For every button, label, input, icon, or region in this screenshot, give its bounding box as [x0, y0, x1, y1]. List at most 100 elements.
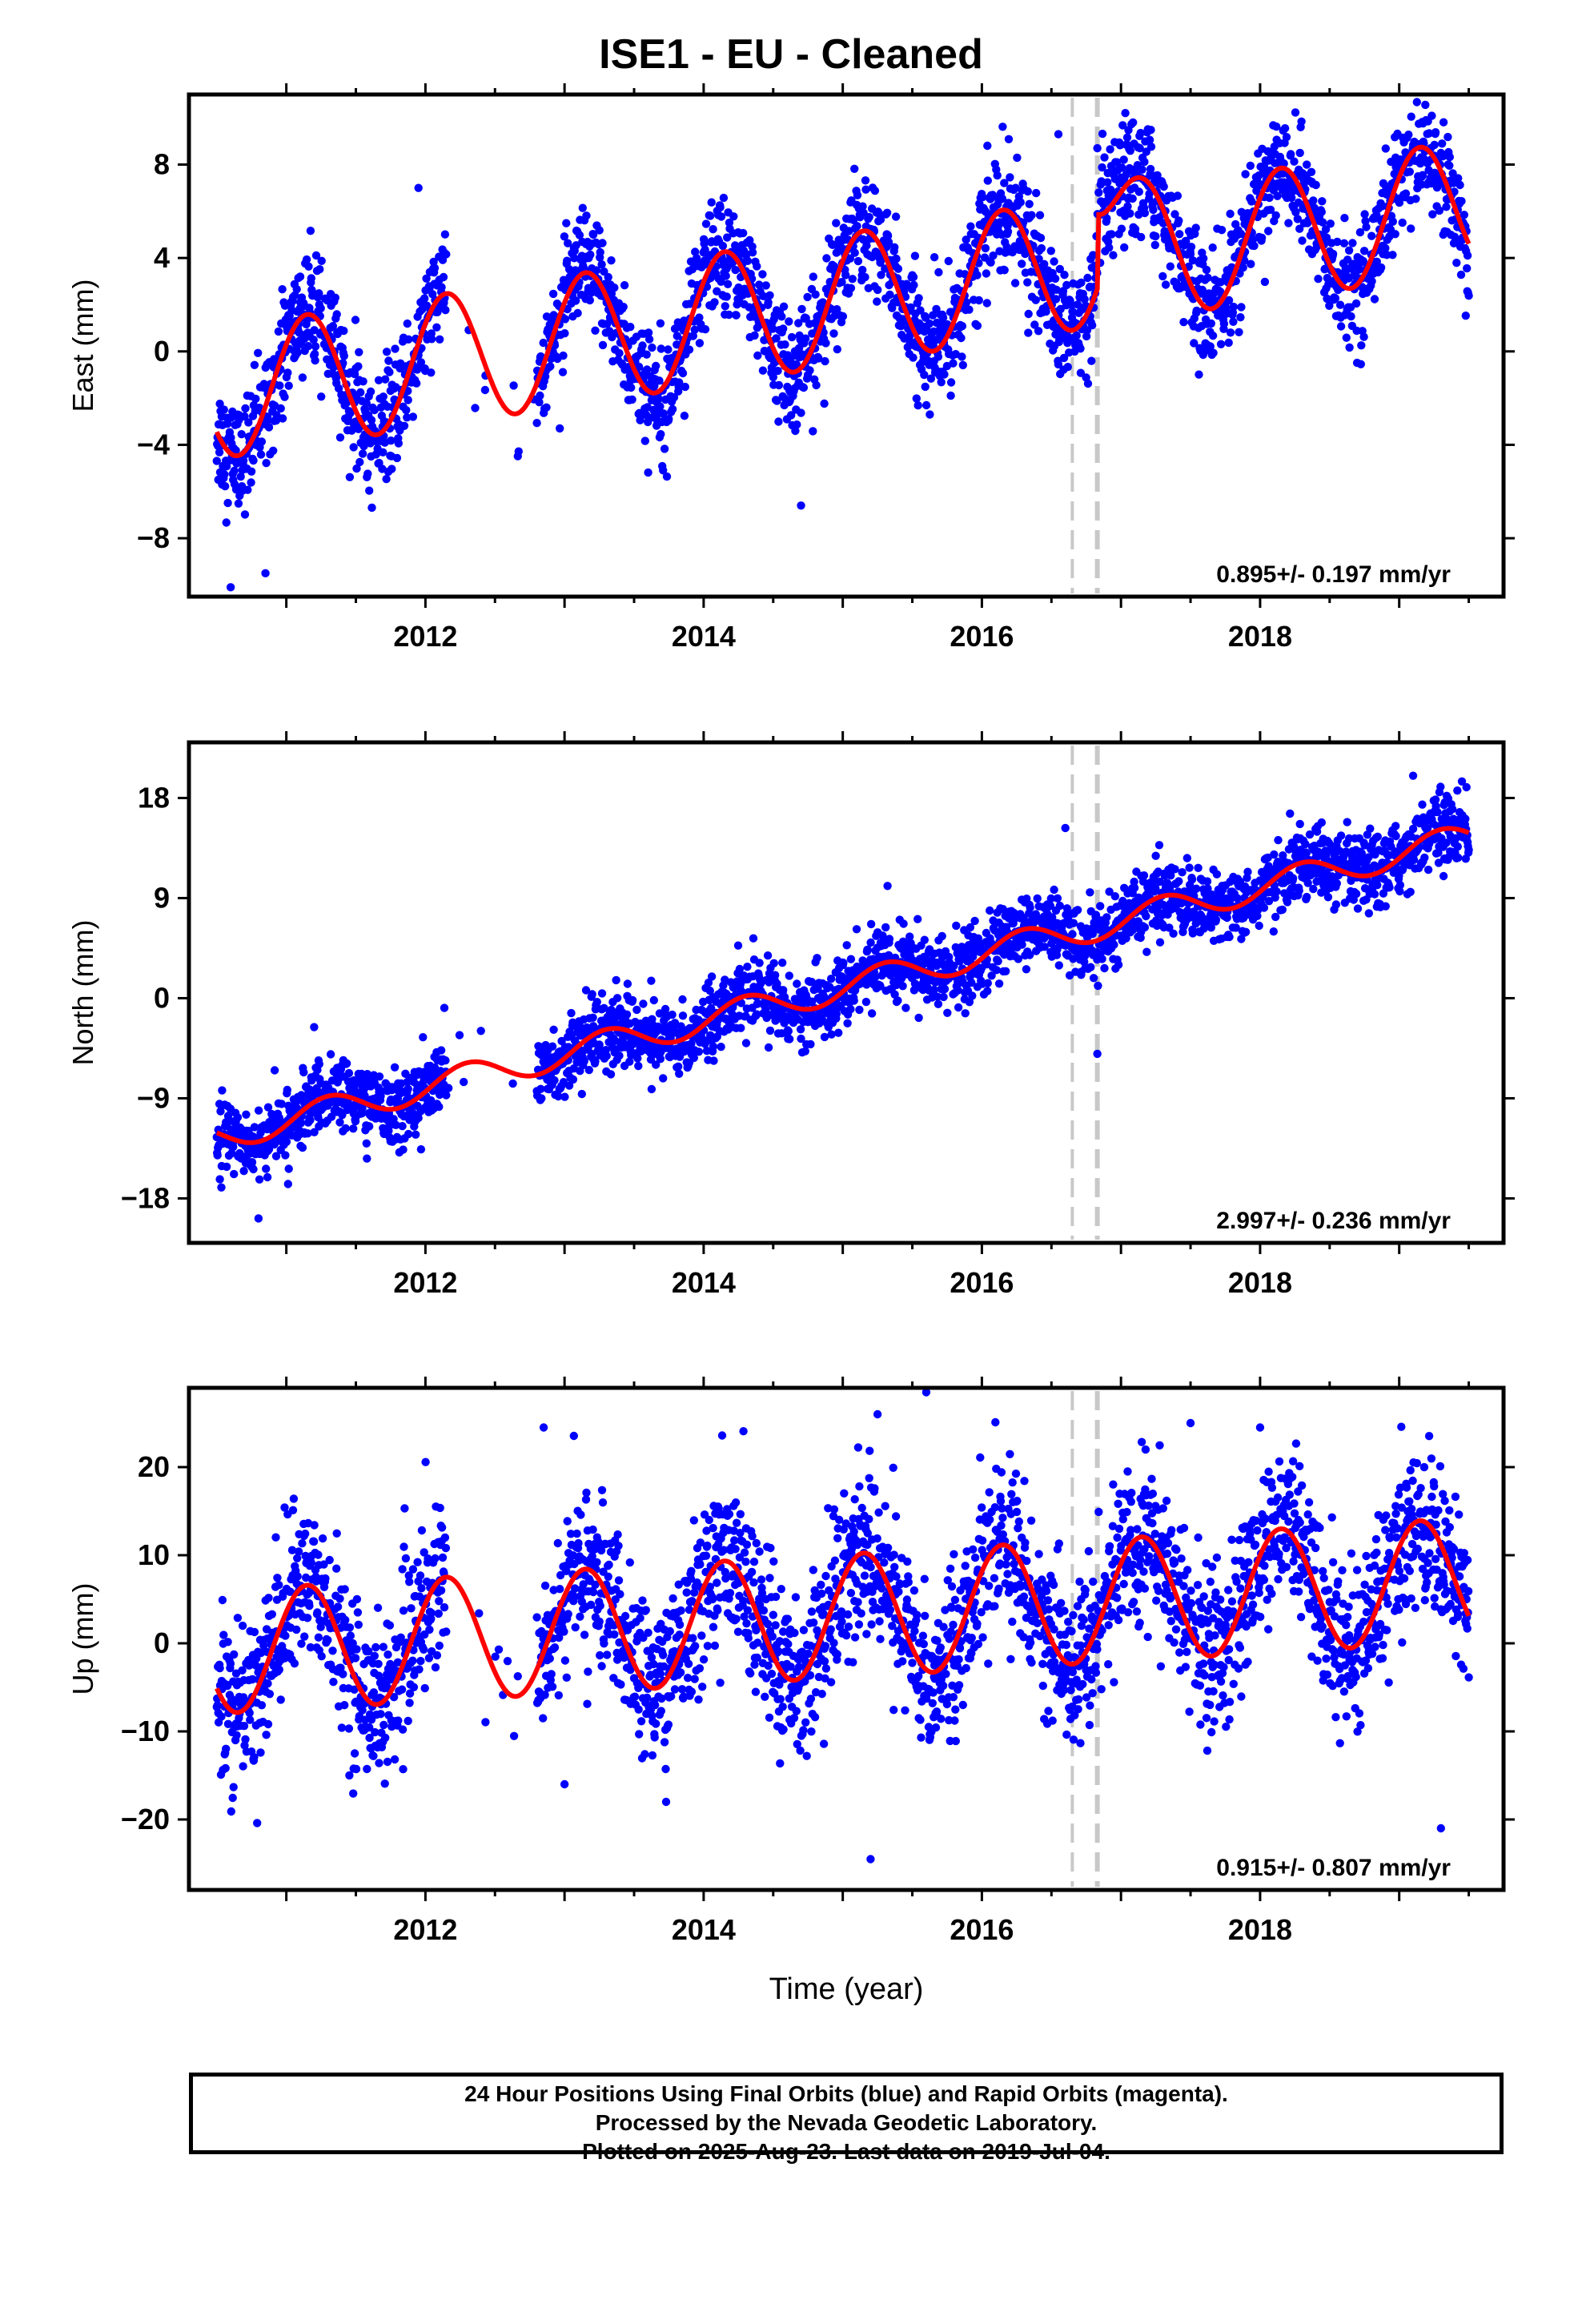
data-point [781, 340, 789, 349]
data-point [1086, 888, 1094, 897]
data-point [219, 405, 228, 414]
data-point [1421, 100, 1430, 110]
data-point [968, 991, 977, 1000]
data-point [797, 408, 805, 417]
data-point [247, 478, 255, 487]
data-point [255, 1175, 264, 1184]
data-point [1442, 203, 1451, 211]
data-point [1024, 309, 1033, 319]
plot-frame [187, 92, 1506, 599]
data-point [591, 326, 600, 335]
data-point [717, 1043, 725, 1051]
data-point [1050, 274, 1060, 283]
data-point [1186, 243, 1196, 251]
data-point [1013, 153, 1022, 163]
data-point [634, 1061, 643, 1071]
data-point [914, 294, 923, 303]
data-point [983, 987, 992, 995]
data-point [1452, 259, 1461, 267]
data-point [1119, 155, 1128, 164]
y-axis-label: East (mm) [66, 279, 99, 412]
data-point [221, 482, 230, 491]
data-point [674, 1062, 683, 1072]
data-point [1146, 143, 1156, 151]
data-point [855, 1005, 864, 1015]
data-point [758, 270, 767, 279]
data-point [1076, 344, 1085, 353]
data-point [1344, 246, 1354, 255]
data-point [994, 957, 1002, 966]
data-point [1247, 259, 1255, 268]
data-point [764, 1043, 773, 1052]
data-point [1241, 927, 1251, 937]
chart-title: ISE1 - EU - Cleaned [599, 31, 983, 78]
data-point [1271, 211, 1280, 220]
data-point [1376, 263, 1386, 272]
data-point [1250, 241, 1259, 251]
data-point [883, 882, 892, 891]
data-point [850, 164, 859, 173]
data-point [1109, 251, 1118, 259]
data-point [644, 335, 654, 344]
data-point [430, 263, 440, 272]
data-point [785, 971, 793, 980]
data-point [542, 403, 551, 412]
data-point [366, 439, 375, 448]
data-point [263, 412, 272, 421]
data-point [981, 243, 990, 253]
data-point [241, 404, 250, 413]
data-point [442, 250, 451, 259]
data-point [460, 1077, 468, 1087]
data-point [1054, 961, 1064, 970]
data-point [476, 1027, 485, 1035]
data-point [954, 1003, 963, 1012]
data-point [259, 380, 268, 388]
data-point [779, 986, 788, 995]
data-point [1068, 930, 1077, 939]
data-point [652, 361, 661, 371]
data-point [846, 955, 856, 963]
data-point [251, 394, 260, 404]
data-point [1287, 150, 1295, 159]
data-point [765, 1026, 775, 1035]
data-point [1291, 108, 1300, 117]
data-point [610, 283, 619, 292]
data-point [1356, 360, 1366, 368]
data-point [1203, 273, 1212, 282]
data-point [292, 285, 301, 294]
data-point [660, 444, 669, 453]
data-point [1427, 111, 1436, 120]
data-point [1290, 157, 1299, 166]
data-point [982, 299, 992, 308]
data-point [1096, 902, 1105, 911]
data-point [763, 951, 773, 960]
data-point [1169, 929, 1178, 939]
data-point [885, 290, 894, 300]
data-point [1010, 279, 1020, 287]
data-point [827, 1030, 836, 1039]
data-point [442, 1091, 451, 1100]
data-point [363, 1154, 371, 1163]
data-point [1117, 224, 1126, 233]
data-point [949, 359, 958, 368]
data-point [1259, 903, 1269, 912]
data-point [709, 1042, 718, 1051]
data-point [1151, 231, 1160, 241]
data-point [892, 254, 901, 263]
data-point [678, 368, 688, 378]
data-point [339, 326, 348, 336]
data-point [838, 312, 848, 321]
data-point [946, 378, 956, 387]
data-point [282, 1137, 291, 1147]
data-point [796, 1025, 805, 1034]
data-point [1114, 960, 1123, 969]
data-point [263, 1172, 272, 1182]
data-point [1212, 870, 1222, 879]
data-point [1345, 343, 1354, 352]
data-point [598, 239, 607, 247]
data-point [317, 392, 326, 401]
data-point [537, 1094, 546, 1103]
data-point [315, 289, 323, 298]
data-point [394, 439, 403, 448]
data-point [774, 380, 784, 390]
